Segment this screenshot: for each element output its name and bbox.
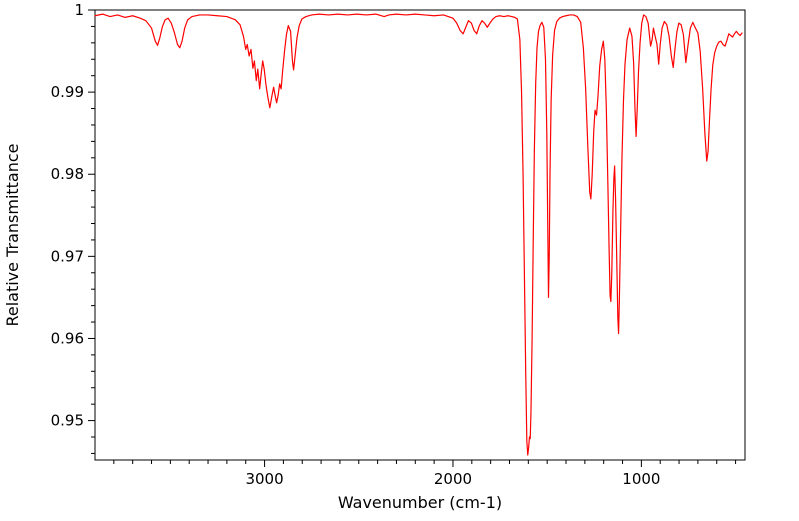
x-tick-label: 2000 — [434, 470, 472, 488]
y-tick-label: 0.98 — [51, 165, 84, 183]
y-tick-label: 0.96 — [51, 329, 84, 347]
y-tick-label: 0.99 — [51, 83, 84, 101]
y-tick-label: 0.97 — [51, 247, 84, 265]
x-tick-label: 1000 — [622, 470, 660, 488]
x-axis-title: Wavenumber (cm-1) — [338, 493, 502, 512]
y-axis-title: Relative Transmittance — [3, 143, 22, 326]
y-tick-label: 0.95 — [51, 412, 84, 430]
x-tick-label: 3000 — [245, 470, 283, 488]
spectrum-line — [94, 13, 743, 456]
plot-border — [94, 9, 746, 461]
y-tick-label: 1 — [74, 1, 84, 19]
